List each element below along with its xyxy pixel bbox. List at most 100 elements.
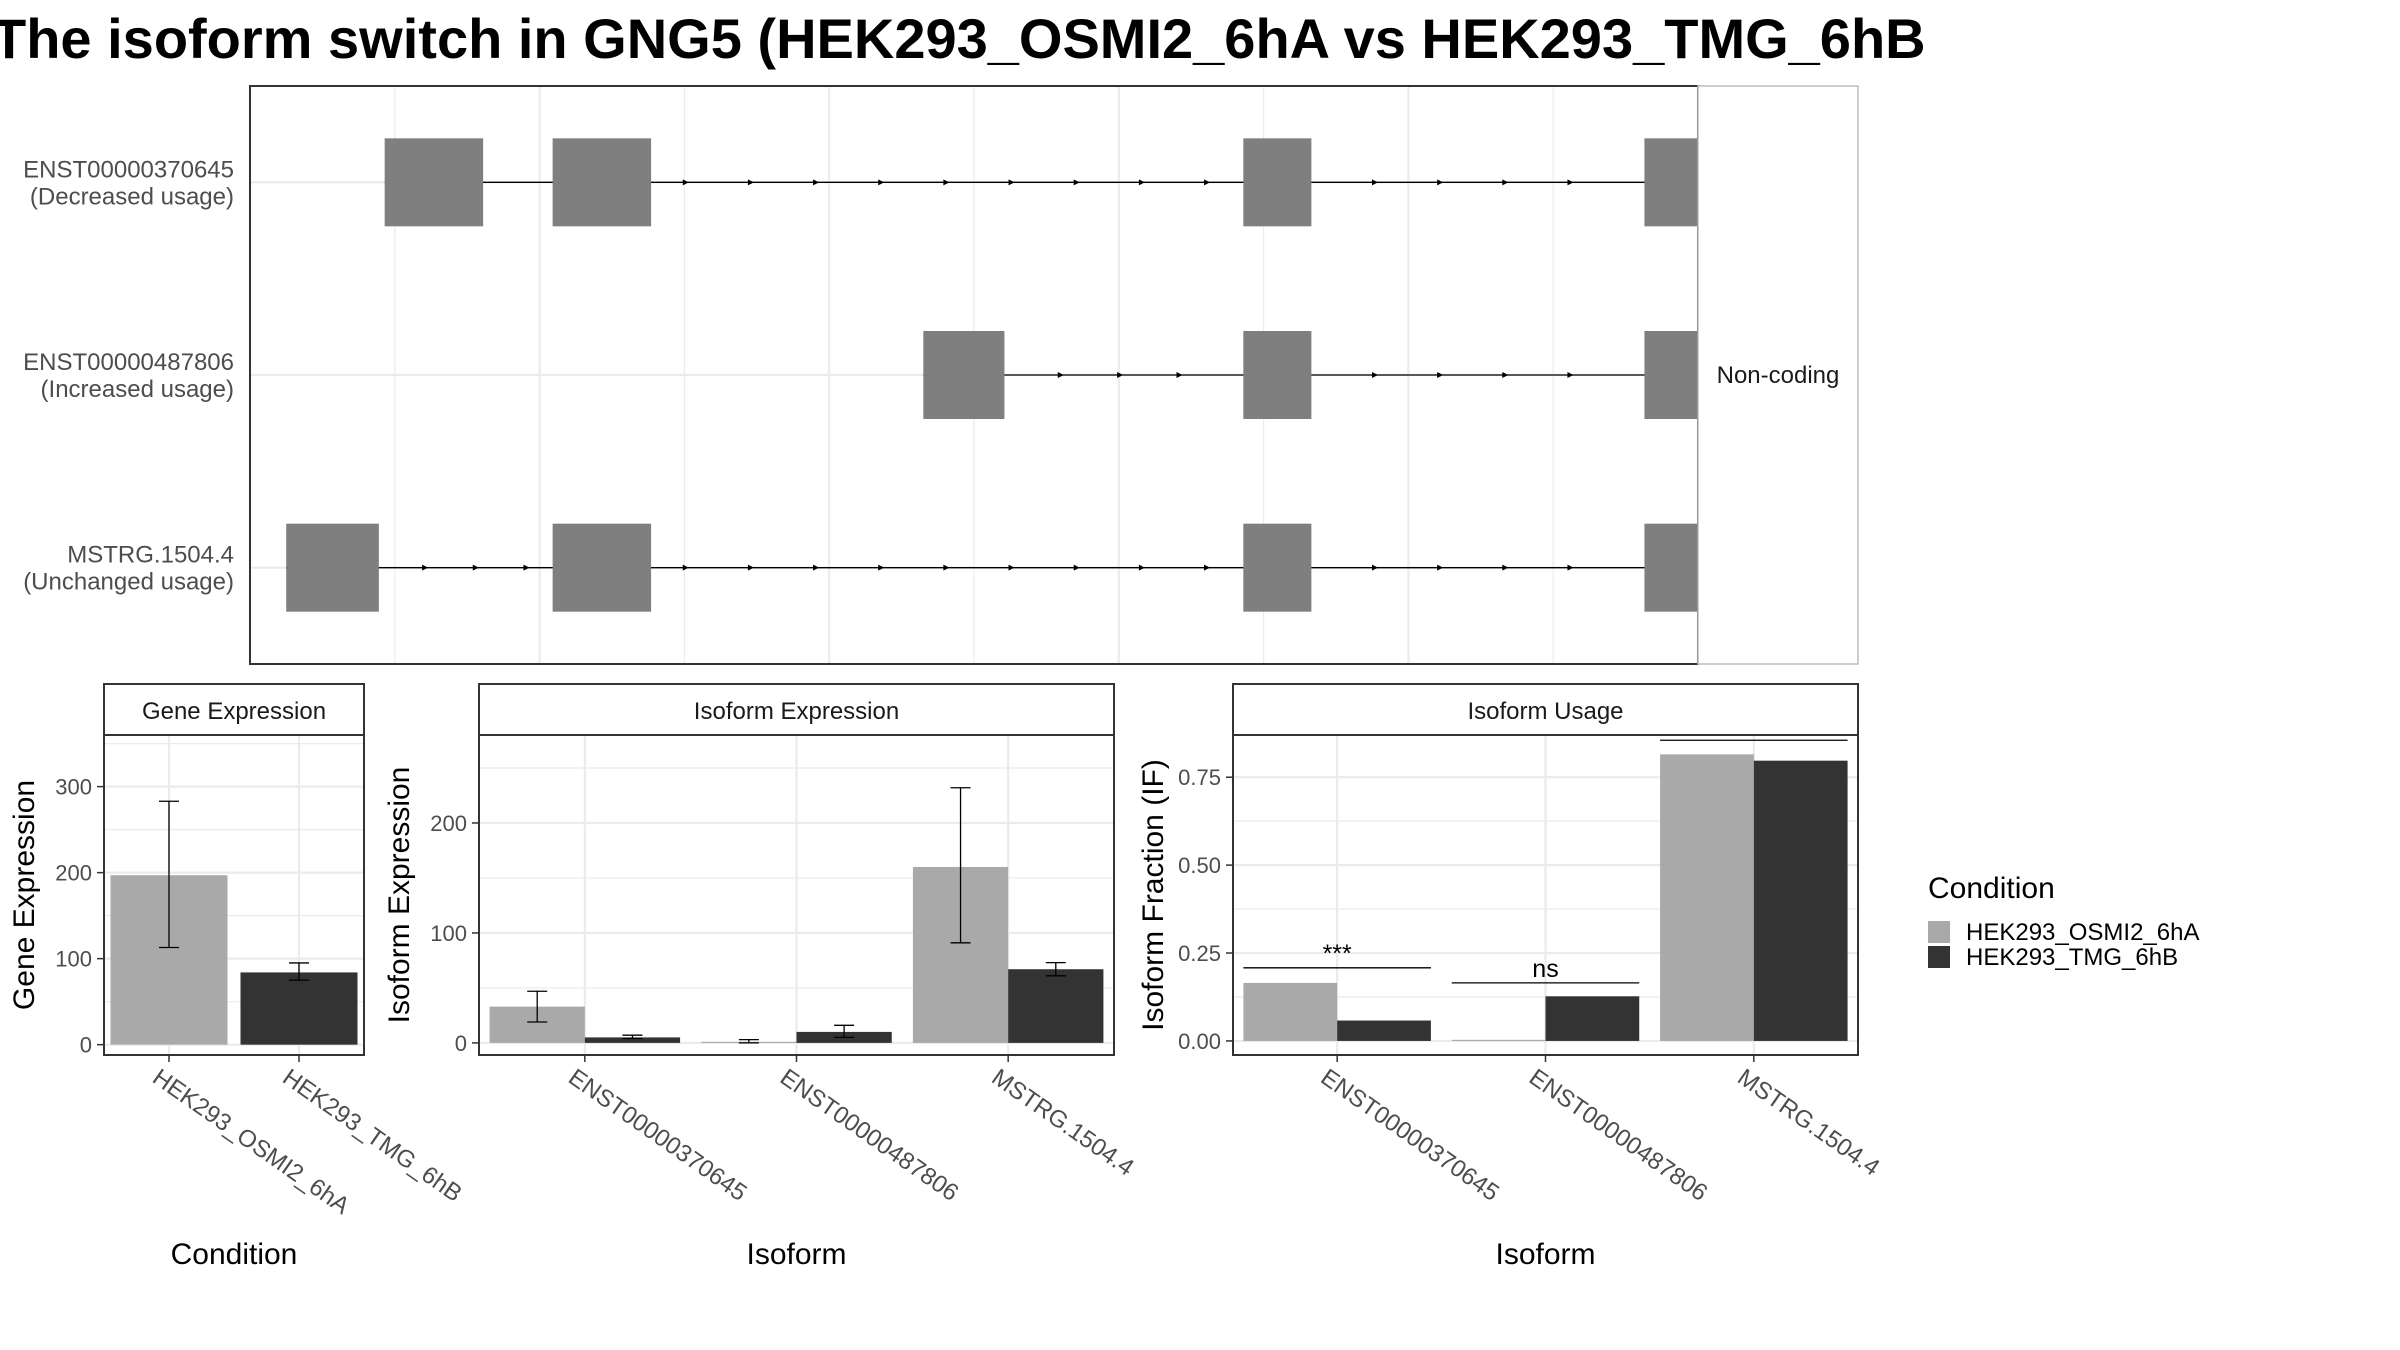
gene-expression-y-tick-label: 300 (55, 775, 92, 800)
gene-expression-y-tick-label: 100 (55, 947, 92, 972)
isoform-usage-bar (1753, 760, 1848, 1041)
exon-block (1243, 331, 1312, 419)
isoform-expression-x-axis-title: Isoform (746, 1238, 846, 1271)
intron-arrow (422, 564, 429, 571)
isoform-expression-bar (1008, 969, 1104, 1043)
intron-arrow (1204, 564, 1211, 571)
intron-arrow (1008, 564, 1015, 571)
intron-arrow (1502, 564, 1509, 571)
gene-expression-y-tick-label: 0 (80, 1033, 92, 1058)
intron-arrow (1204, 179, 1211, 186)
intron-arrow (878, 564, 885, 571)
intron-arrow (1073, 564, 1080, 571)
intron-arrow (472, 564, 479, 571)
gene-expression-strip-title: Gene Expression (142, 698, 326, 725)
isoform-usage-y-tick-label: 0.25 (1178, 941, 1221, 966)
figure-title: The isoform switch in GNG5 (HEK293_OSMI2… (0, 7, 1926, 70)
gene-expression-error-bar (159, 800, 179, 949)
intron-arrow (747, 564, 754, 571)
gene-expression-bar (240, 972, 358, 1045)
gene-expression-x-axis-title: Condition (171, 1238, 298, 1271)
isoform-expression-x-tick-label: MSTRG.1504.4 (987, 1064, 1139, 1182)
isoform-expression-error-bar (1045, 961, 1066, 977)
isoform-expression-y-tick-label: 200 (430, 811, 467, 836)
intron-arrow (1567, 372, 1574, 378)
gene-expression-error-bar (289, 962, 309, 981)
structure-strip (1697, 85, 1859, 665)
intron-arrow (878, 179, 885, 186)
legend-swatch (1928, 921, 1950, 943)
gene-expression-y-axis-title: Gene Expression (8, 780, 41, 1010)
isoform-usage-strip-title: Isoform Usage (1467, 698, 1623, 725)
transcript-id-label: ENST00000487806 (23, 349, 234, 376)
isoform-usage-bar (1545, 996, 1640, 1041)
intron-arrow (523, 564, 530, 571)
isoform-usage-y-tick-label: 0.75 (1178, 765, 1221, 790)
isoform-usage-bar (1337, 1020, 1431, 1041)
intron-arrow (1138, 179, 1145, 186)
isoform-usage-x-tick-label: MSTRG.1504.4 (1732, 1064, 1884, 1182)
intron-arrow (1371, 564, 1378, 571)
intron-arrow (1502, 372, 1509, 378)
isoform-expression-y-tick-label: 100 (430, 921, 467, 946)
isoform-usage-x-axis-title: Isoform (1495, 1238, 1595, 1271)
isoform-expression-error-bar (622, 1034, 643, 1040)
exon-block (1243, 523, 1312, 612)
intron-arrow (943, 179, 950, 186)
transcript-id-label: ENST00000370645 (23, 156, 234, 183)
isoform-expression-error-bar (738, 1038, 759, 1044)
isoform-usage-bar (1451, 1039, 1546, 1041)
isoform-expression-error-bar (527, 990, 548, 1023)
isoform-expression-error-bar (834, 1024, 855, 1039)
isoform-expression-panel: 0 100 200 Isoform Expression ENST00000370645… (383, 683, 1139, 1271)
intron-arrow (1117, 372, 1124, 378)
intron-arrow (682, 564, 689, 571)
transcript-usage-label: (Decreased usage) (30, 183, 234, 210)
isoform-usage-x-tick-label: ENST00000487806 (1524, 1064, 1712, 1207)
legend-item-label: HEK293_OSMI2_6hA (1966, 919, 2199, 946)
intron-arrow (813, 179, 820, 186)
intron-arrow (1176, 372, 1183, 378)
exon-block (552, 523, 652, 612)
transcript-usage-label: (Unchanged usage) (23, 569, 234, 596)
exon-block (1243, 138, 1312, 227)
isoform-expression-y-axis-title: Isoform Expression (383, 767, 416, 1024)
intron-arrow (1567, 179, 1574, 186)
intron-arrow (747, 179, 754, 186)
intron-arrow (943, 564, 950, 571)
strip-label-non-coding: Non-coding (1717, 362, 1840, 389)
intron-arrow (1073, 179, 1080, 186)
gene-expression-y-tick-label: 200 (55, 861, 92, 886)
isoform-expression-x-tick-label: ENST00000370645 (563, 1064, 751, 1207)
isoform-usage-panel: 0.000.250.500.75***nsnsIsoform UsageENST… (1137, 683, 1884, 1271)
isoform-usage-y-axis-title: Isoform Fraction (IF) (1137, 759, 1170, 1031)
isoform-usage-bar (1660, 754, 1754, 1041)
isoform-usage-y-tick-label: 0.00 (1178, 1029, 1221, 1054)
intron-arrow (1008, 179, 1015, 186)
isoform-expression-y-tick-label: 0 (455, 1031, 467, 1056)
gene-expression-strip (103, 683, 365, 736)
exon-block (923, 331, 1005, 419)
legend-title: Condition (1928, 872, 2055, 905)
exon-block (552, 138, 652, 227)
transcript-usage-label: (Increased usage) (41, 376, 234, 403)
intron-arrow (1371, 179, 1378, 186)
intron-arrow (1371, 372, 1378, 378)
intron-arrow (1057, 372, 1064, 378)
intron-arrow (682, 179, 689, 186)
intron-arrow (1437, 564, 1444, 571)
intron-arrow (1437, 372, 1444, 378)
intron-arrow (1138, 564, 1145, 571)
transcript-id-label: MSTRG.1504.4 (67, 542, 234, 569)
legend-swatch (1928, 946, 1950, 968)
isoform-usage-strip (1232, 683, 1859, 736)
isoform-expression-strip-title: Isoform Expression (694, 698, 899, 725)
isoform-expression-x-tick-label: ENST00000487806 (775, 1064, 963, 1207)
intron-arrow (813, 564, 820, 571)
exon-block (286, 523, 379, 612)
isoform-usage-significance-label: *** (1323, 940, 1352, 968)
isoform-expression-bar (584, 1037, 681, 1043)
